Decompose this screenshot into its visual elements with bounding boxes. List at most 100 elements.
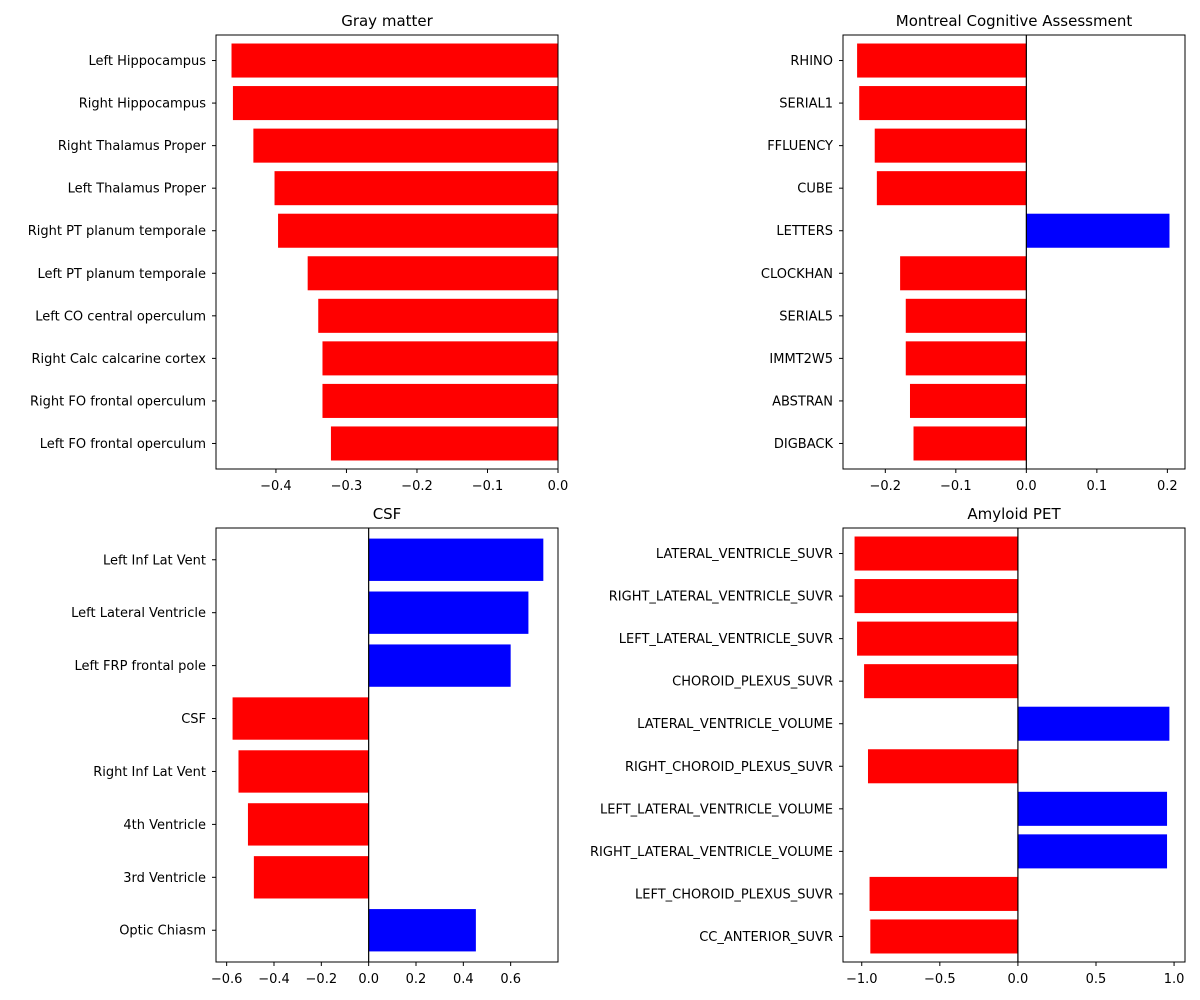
y-tick-label: SERIAL1	[779, 97, 833, 112]
chart-moca: RHINO SERIAL1 FFLUENCY CUBE LETTERS CLOCKHAN S…	[761, 12, 1186, 494]
y-tick-label: Right Calc calcarine cortex	[32, 352, 207, 367]
x-tick-label: −0.1	[940, 479, 972, 494]
bar-left-lateral-ventricle	[368, 591, 529, 634]
bar-lateral-ventricle-volume	[1017, 706, 1170, 741]
bar-right-fo-frontal-operculum	[322, 383, 558, 418]
bar-left-co-central-operculum	[318, 298, 558, 333]
y-tick-label: 3rd Ventricle	[123, 871, 206, 886]
x-tick-label: −0.6	[211, 972, 243, 987]
bar-serial5	[905, 298, 1027, 333]
y-tick-label: Right Thalamus Proper	[58, 139, 207, 154]
bar-3rd-ventricle	[253, 856, 369, 899]
bar-left-lateral-ventricle-suvr	[857, 621, 1018, 656]
y-tick-label: Left FRP frontal pole	[74, 659, 206, 674]
bar-right-thalamus-proper	[253, 128, 558, 163]
x-tick-label: 0.0	[358, 972, 379, 987]
y-tick-label: Left CO central operculum	[35, 309, 206, 324]
chart-title: Montreal Cognitive Assessment	[896, 12, 1133, 30]
y-tick-label: DIGBACK	[774, 437, 834, 452]
x-tick-label: −0.4	[260, 479, 292, 494]
x-tick-label: 0.0	[1016, 479, 1037, 494]
plot-frame	[842, 34, 1186, 470]
bar-right-inf-lat-vent	[238, 750, 369, 793]
chart-title: Amyloid PET	[967, 505, 1061, 523]
x-tick-label: −1.0	[846, 972, 878, 987]
bar-cube	[876, 171, 1027, 206]
x-tick-label: 0.6	[500, 972, 521, 987]
bar-cc-anterior-suvr	[870, 919, 1018, 954]
chart-csf: Left Inf Lat Vent Left Lateral Ventricle L…	[71, 505, 559, 987]
bar-left-thalamus-proper	[274, 171, 558, 206]
x-tick-label: −0.2	[306, 972, 338, 987]
y-tick-label: Left FO frontal operculum	[40, 437, 206, 452]
bar-4th-ventricle	[247, 803, 369, 846]
bar-choroid-plexus-suvr	[864, 664, 1018, 699]
x-tick-label: −0.5	[924, 972, 956, 987]
x-tick-label: −0.4	[258, 972, 290, 987]
y-tick-label: 4th Ventricle	[123, 818, 206, 833]
y-tick-label: RIGHT_LATERAL_VENTRICLE_VOLUME	[590, 845, 833, 860]
chart-title: Gray matter	[341, 12, 433, 30]
y-tick-label: IMMT2W5	[769, 352, 833, 367]
bar-clockhan	[900, 256, 1027, 291]
bar-letters	[1026, 213, 1170, 248]
y-tick-label: LEFT_LATERAL_VENTRICLE_VOLUME	[600, 802, 833, 817]
y-tick-label: Left Thalamus Proper	[68, 182, 207, 197]
bar-right-hippocampus	[232, 86, 558, 121]
x-tick-label: 0.2	[406, 972, 427, 987]
x-tick-label: 0.1	[1087, 479, 1108, 494]
bar-optic-chiasm	[368, 909, 476, 952]
chart-title: CSF	[373, 505, 402, 523]
bar-csf	[232, 697, 369, 740]
bar-immt2w5	[905, 341, 1027, 376]
bar-lateral-ventricle-suvr	[854, 536, 1018, 571]
x-tick-label: 1.0	[1164, 972, 1185, 987]
bar-left-inf-lat-vent	[368, 538, 544, 581]
plot-frame	[215, 34, 559, 470]
y-tick-label: Right PT planum temporale	[28, 224, 206, 239]
bar-rhino	[857, 43, 1027, 78]
x-tick-label: −0.2	[401, 479, 433, 494]
y-tick-label: Right Inf Lat Vent	[93, 765, 206, 780]
y-tick-label: ABSTRAN	[772, 394, 833, 409]
y-tick-label: CUBE	[797, 182, 833, 197]
bar-right-lateral-ventricle-suvr	[854, 579, 1018, 614]
bar-right-calc-calcarine-cortex	[322, 341, 558, 376]
x-tick-label: 0.5	[1086, 972, 1107, 987]
bar-ffluency	[874, 128, 1027, 163]
x-tick-label: −0.3	[331, 479, 363, 494]
x-tick-label: −0.1	[472, 479, 504, 494]
y-tick-label: Optic Chiasm	[119, 924, 206, 939]
y-tick-label: Left PT planum temporale	[38, 267, 207, 282]
bar-digback	[913, 426, 1027, 461]
y-tick-label: RIGHT_LATERAL_VENTRICLE_SUVR	[609, 590, 833, 605]
y-tick-label: LETTERS	[776, 224, 833, 239]
y-tick-label: RHINO	[790, 54, 833, 69]
x-tick-label: 0.4	[453, 972, 474, 987]
y-tick-label: LATERAL_VENTRICLE_SUVR	[656, 547, 833, 562]
y-tick-label: Left Inf Lat Vent	[103, 553, 206, 568]
bar-right-lateral-ventricle-volume	[1017, 834, 1168, 869]
bar-right-pt-planum-temporale	[278, 213, 558, 248]
x-tick-label: 0.0	[548, 479, 569, 494]
y-tick-label: Left Hippocampus	[89, 54, 207, 69]
bar-left-frp-frontal-pole	[368, 644, 511, 687]
x-tick-label: 0.0	[1008, 972, 1029, 987]
bar-left-pt-planum-temporale	[307, 256, 558, 291]
y-tick-label: LATERAL_VENTRICLE_VOLUME	[637, 717, 833, 732]
bar-left-lateral-ventricle-volume	[1017, 791, 1168, 826]
y-tick-label: Right FO frontal operculum	[30, 394, 206, 409]
bar-right-choroid-plexus-suvr	[867, 749, 1018, 784]
bar-left-fo-frontal-operculum	[330, 426, 558, 461]
bar-abstran	[909, 383, 1027, 418]
y-tick-label: Right Hippocampus	[79, 97, 206, 112]
x-tick-label: −0.2	[870, 479, 902, 494]
y-tick-label: CC_ANTERIOR_SUVR	[699, 930, 833, 945]
y-tick-label: CLOCKHAN	[761, 267, 833, 282]
y-tick-label: LEFT_CHOROID_PLEXUS_SUVR	[635, 887, 833, 902]
chart-gray-matter: Left Hippocampus Right Hippocampus Right T…	[28, 12, 569, 494]
chart-amyloid-pet: LATERAL_VENTRICLE_SUVR RIGHT_LATERAL_VENT…	[590, 505, 1186, 987]
plot-frame	[215, 527, 559, 963]
bar-serial1	[859, 86, 1027, 121]
